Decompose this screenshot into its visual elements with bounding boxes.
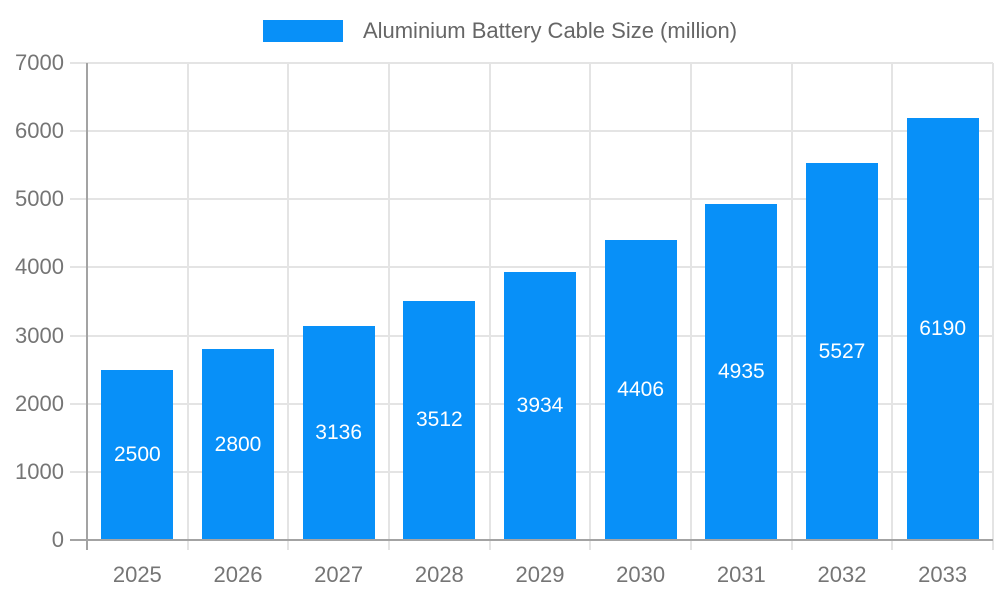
grid-line-h [70,266,993,269]
x-tick-label: 2028 [414,562,464,587]
x-tick-label: 2031 [716,562,766,587]
bar-value-label: 4935 [717,359,765,383]
grid-line-v [690,63,692,550]
grid-line-v [790,63,793,550]
grid-line-v [388,63,390,550]
bar-value-label: 2500 [113,442,161,466]
x-axis-line [70,539,993,541]
bar-value-label: 3934 [516,393,564,417]
plot-area: 2500 2800 3136 3512 3934 4406 4935 5527 6190 [70,62,994,550]
y-tick-label: 6000 [15,118,64,144]
bar: 6190 [906,118,979,540]
x-tick-label: 2032 [817,562,867,587]
grid-line-h [70,62,993,64]
grid-line-h [70,130,993,133]
bar: 2500 [101,369,174,540]
grid-line-v [891,63,894,550]
bar: 3136 [302,326,375,540]
x-tick-label: 2027 [314,562,364,587]
y-tick-label: 4000 [15,254,64,280]
y-axis-line [86,63,88,550]
x-tick-label: 2030 [616,562,666,587]
y-tick-label: 7000 [15,50,64,75]
legend-label: Aluminium Battery Cable Size (million) [362,18,738,43]
bar-value-label: 3512 [415,408,463,432]
grid-line-v [589,63,592,550]
bar: 4406 [604,239,677,540]
grid-line-h [70,198,993,201]
y-tick-label: 1000 [15,458,64,484]
legend[interactable]: Aluminium Battery Cable Size (million) [0,18,1000,44]
x-tick-label: 2033 [918,562,968,587]
x-tick-label: 2025 [112,562,162,587]
bar-value-label: 5527 [818,339,866,363]
y-tick-label: 3000 [15,322,64,348]
x-tick-label: 2029 [515,562,565,587]
grid-line-v [186,63,189,550]
bar: 5527 [806,163,878,540]
x-tick-label: 2026 [213,562,263,587]
bar: 3934 [504,271,576,540]
y-tick-label: 2000 [15,390,64,416]
bar-value-label: 6190 [919,317,967,341]
bar: 4935 [705,203,778,540]
bar-value-label: 3136 [315,421,363,445]
grid-line-v [488,63,491,550]
legend-swatch [262,20,343,42]
grid-line-v [992,63,994,550]
y-tick-label: 5000 [15,186,64,212]
bar: 3512 [403,300,476,540]
bar: 2800 [202,349,274,540]
bar-value-label: 4406 [617,377,665,401]
grid-line-v [287,63,290,550]
y-tick-label: 0 [51,527,64,552]
bar-value-label: 2800 [214,432,262,456]
